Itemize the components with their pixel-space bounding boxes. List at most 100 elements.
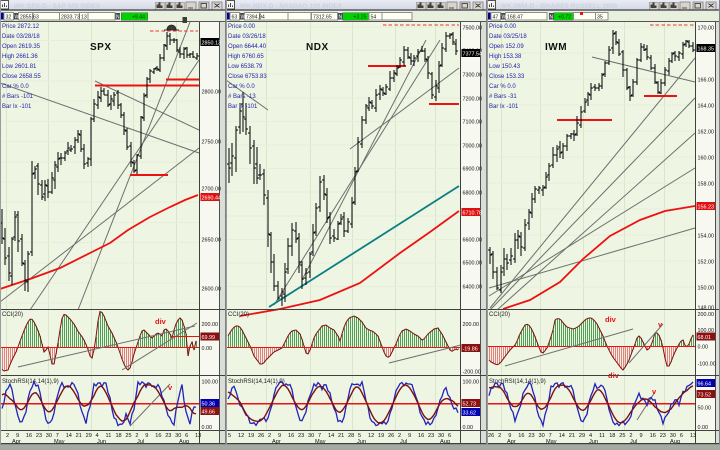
svg-text:100.00: 100.00 xyxy=(463,379,480,385)
svg-text:v: v xyxy=(168,383,173,392)
svg-text:Apr: Apr xyxy=(507,439,516,444)
svg-text:9: 9 xyxy=(640,433,643,439)
svg-text:7: 7 xyxy=(318,433,321,439)
svg-text:High 6760.65: High 6760.65 xyxy=(228,54,264,60)
svg-text:9: 9 xyxy=(278,433,281,439)
svg-text:54: 54 xyxy=(371,14,377,20)
svg-text:150.00: 150.00 xyxy=(698,285,715,291)
svg-text:StochRSI(14,14(1),9): StochRSI(14,14(1),9) xyxy=(228,379,285,385)
svg-text:30: 30 xyxy=(175,433,181,439)
svg-text:4: 4 xyxy=(589,433,592,439)
svg-text:Jul: Jul xyxy=(400,439,407,444)
svg-text:7300.00: 7300.00 xyxy=(463,72,483,78)
svg-text:May: May xyxy=(54,439,65,444)
svg-text:30: 30 xyxy=(308,433,314,439)
svg-text:Date 03/26/18: Date 03/26/18 xyxy=(228,34,266,40)
svg-text:16: 16 xyxy=(518,433,524,439)
svg-text:WK:SPX-D - S&P 500 INDEX: WK:SPX-D - S&P 500 INDEX xyxy=(14,3,101,10)
svg-text:CCI(20): CCI(20) xyxy=(2,312,23,318)
svg-text:Apr: Apr xyxy=(272,439,281,444)
svg-text:+9.44: +9.44 xyxy=(132,14,145,20)
svg-text:# Bars -101: # Bars -101 xyxy=(2,94,34,100)
svg-text:2650.00: 2650.00 xyxy=(202,237,222,243)
svg-text:NDX: NDX xyxy=(306,42,329,53)
svg-text:11: 11 xyxy=(106,433,112,439)
svg-text:148.00: 148.00 xyxy=(698,305,715,311)
svg-text:Jul: Jul xyxy=(137,439,144,444)
svg-text:2: 2 xyxy=(135,433,138,439)
svg-text:47: 47 xyxy=(493,14,499,20)
svg-text:158.00: 158.00 xyxy=(698,181,715,187)
svg-text:6: 6 xyxy=(680,433,683,439)
svg-text:2750.00: 2750.00 xyxy=(202,139,222,145)
svg-text:Jun: Jun xyxy=(357,439,366,444)
svg-text:div: div xyxy=(605,315,617,324)
svg-text:div: div xyxy=(155,317,167,326)
svg-text:6: 6 xyxy=(185,433,188,439)
svg-text:12: 12 xyxy=(368,433,374,439)
svg-text:52.73: 52.73 xyxy=(463,401,477,407)
svg-text:Car % 0.0: Car % 0.0 xyxy=(2,84,29,90)
svg-text:30: 30 xyxy=(670,433,676,439)
svg-text:Price 0.00: Price 0.00 xyxy=(489,24,517,30)
svg-text:29: 29 xyxy=(579,433,585,439)
svg-text:30: 30 xyxy=(46,433,52,439)
svg-text:v: v xyxy=(658,320,663,329)
svg-text:6710.78: 6710.78 xyxy=(463,210,483,216)
svg-text:18: 18 xyxy=(609,433,615,439)
svg-text:69.99: 69.99 xyxy=(202,335,216,341)
svg-text:23: 23 xyxy=(428,433,434,439)
svg-text:68.01: 68.01 xyxy=(698,335,712,341)
svg-text:7200.00: 7200.00 xyxy=(463,96,483,102)
svg-text:50.36: 50.36 xyxy=(202,401,216,407)
svg-text:6400.00: 6400.00 xyxy=(463,284,483,290)
svg-text:164.00: 164.00 xyxy=(698,103,715,109)
svg-text:Aug: Aug xyxy=(179,439,189,444)
svg-text:14: 14 xyxy=(328,433,334,439)
svg-text:50.00: 50.00 xyxy=(698,405,712,411)
svg-text:9: 9 xyxy=(16,433,19,439)
svg-text:13: 13 xyxy=(690,433,696,439)
svg-text:2: 2 xyxy=(398,433,401,439)
svg-text:7377.54: 7377.54 xyxy=(463,51,483,57)
svg-text:2: 2 xyxy=(6,433,9,439)
svg-text:6600.00: 6600.00 xyxy=(463,237,483,243)
svg-text:21: 21 xyxy=(76,433,82,439)
svg-text:2850.13: 2850.13 xyxy=(202,40,222,46)
svg-text:29: 29 xyxy=(86,433,92,439)
svg-text:Price 2872.12: Price 2872.12 xyxy=(2,24,40,30)
svg-text:N: N xyxy=(116,14,120,20)
svg-text:9: 9 xyxy=(408,433,411,439)
svg-text:N: N xyxy=(339,14,343,20)
svg-text:+0.72: +0.72 xyxy=(558,14,571,20)
svg-text:IWM: IWM xyxy=(545,42,567,53)
svg-text:7: 7 xyxy=(549,433,552,439)
svg-text:166.00: 166.00 xyxy=(698,77,715,83)
svg-text:0.00: 0.00 xyxy=(698,425,709,431)
svg-text:200.00: 200.00 xyxy=(463,322,480,328)
svg-text:CCI(20): CCI(20) xyxy=(228,312,249,318)
svg-text:21: 21 xyxy=(569,433,575,439)
svg-text:2833.73: 2833.73 xyxy=(61,14,80,20)
svg-text:N: N xyxy=(550,14,554,20)
svg-text:2855.63: 2855.63 xyxy=(20,14,39,20)
svg-text:-200.00: -200.00 xyxy=(463,369,481,375)
svg-text:# Bars -31: # Bars -31 xyxy=(489,94,517,100)
svg-text:7: 7 xyxy=(56,433,59,439)
svg-text:30: 30 xyxy=(438,433,444,439)
svg-text:200.00: 200.00 xyxy=(698,312,715,318)
svg-text:21: 21 xyxy=(338,433,344,439)
svg-text:100.00: 100.00 xyxy=(202,379,219,385)
svg-text:2600.00: 2600.00 xyxy=(202,286,222,292)
svg-text:26: 26 xyxy=(258,433,264,439)
svg-text:Low 2601.81: Low 2601.81 xyxy=(2,64,37,70)
svg-text:High 153.38: High 153.38 xyxy=(489,54,522,60)
svg-text:# Bars -13: # Bars -13 xyxy=(228,94,256,100)
svg-text:168.47: 168.47 xyxy=(507,14,523,20)
svg-text:Low 150.43: Low 150.43 xyxy=(489,64,521,70)
svg-text:13: 13 xyxy=(195,433,201,439)
svg-text:Car % 0.0: Car % 0.0 xyxy=(228,84,255,90)
svg-text:18: 18 xyxy=(115,433,121,439)
svg-text:154.00: 154.00 xyxy=(698,233,715,239)
svg-text:0.00: 0.00 xyxy=(463,425,474,431)
